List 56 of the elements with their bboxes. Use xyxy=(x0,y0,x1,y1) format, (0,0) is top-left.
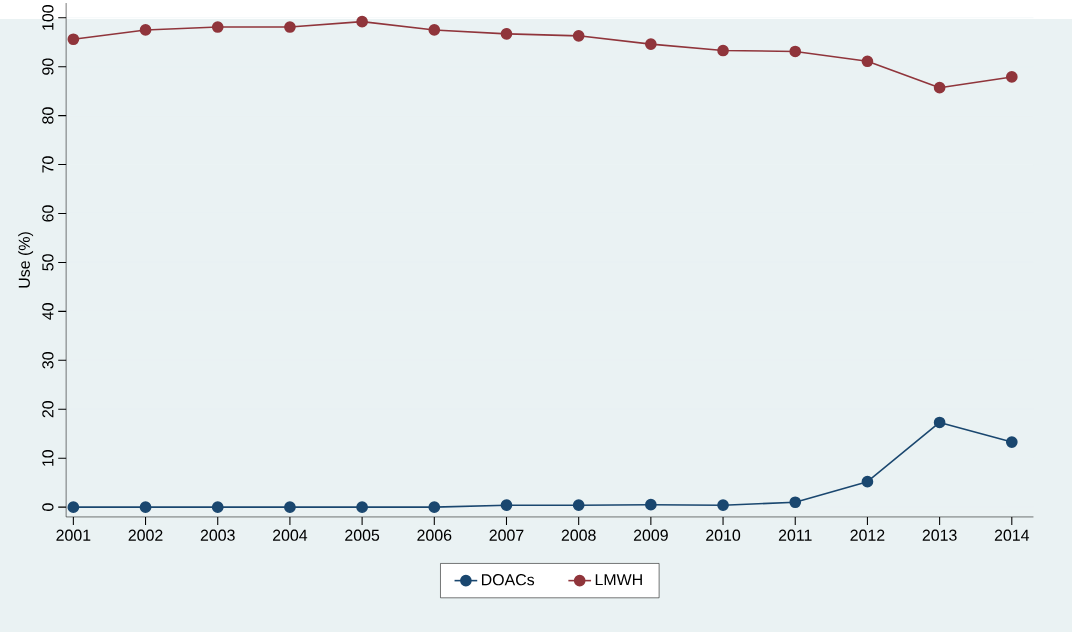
point xyxy=(645,38,657,50)
point xyxy=(933,81,946,94)
x-tick-label: 2010 xyxy=(706,529,741,541)
point xyxy=(933,416,946,429)
point xyxy=(211,21,224,33)
point xyxy=(645,498,657,511)
x-tick-label: 2008 xyxy=(561,529,596,541)
x-tick-label: 2011 xyxy=(778,529,812,541)
point xyxy=(139,501,152,513)
point xyxy=(211,501,224,513)
point xyxy=(572,499,585,511)
y-tick-label: 90 xyxy=(42,58,54,75)
point xyxy=(861,475,874,488)
point xyxy=(356,501,368,513)
point xyxy=(67,501,80,513)
point xyxy=(1005,71,1018,83)
y-tick-label: 70 xyxy=(42,156,54,173)
x-tick-label: 2001 xyxy=(56,529,91,541)
point xyxy=(1005,436,1018,448)
point xyxy=(789,45,802,58)
x-tick-label: 2013 xyxy=(922,529,957,541)
y-tick-label: 100 xyxy=(42,4,54,30)
point xyxy=(428,501,441,513)
point xyxy=(789,496,802,509)
legend-label: LMWH xyxy=(595,574,642,586)
y-tick-label: 50 xyxy=(42,254,54,271)
point xyxy=(572,29,585,42)
y-tick-label: 40 xyxy=(42,303,54,320)
point xyxy=(67,33,80,46)
point xyxy=(500,27,513,40)
y-tick-label: 80 xyxy=(42,107,54,124)
x-tick-label: 2002 xyxy=(128,529,163,541)
y-tick-label: 60 xyxy=(42,205,54,222)
point xyxy=(356,15,368,28)
point xyxy=(717,44,729,57)
legend-label: DOACs xyxy=(481,573,535,586)
point xyxy=(861,55,874,68)
x-tick-label: 2005 xyxy=(345,529,380,541)
x-tick-label: 2003 xyxy=(200,529,235,541)
point xyxy=(284,21,296,33)
y-tick-label: 0 xyxy=(42,503,54,511)
x-tick-label: 2014 xyxy=(994,529,1030,541)
y-axis-title: Use (%) xyxy=(18,232,34,288)
x-tick-label: 2006 xyxy=(417,529,452,541)
point xyxy=(500,499,513,511)
y-tick-label: 10 xyxy=(42,449,54,466)
y-tick-label: 30 xyxy=(42,351,54,369)
point xyxy=(139,24,152,36)
point xyxy=(717,499,729,511)
x-tick-label: 2004 xyxy=(272,529,308,541)
x-tick-label: 2009 xyxy=(633,529,668,541)
x-tick-label: 2007 xyxy=(489,529,524,541)
x-tick-label: 2012 xyxy=(850,529,885,541)
y-tick-label: 20 xyxy=(42,400,54,418)
point xyxy=(428,24,441,36)
point xyxy=(284,501,296,513)
